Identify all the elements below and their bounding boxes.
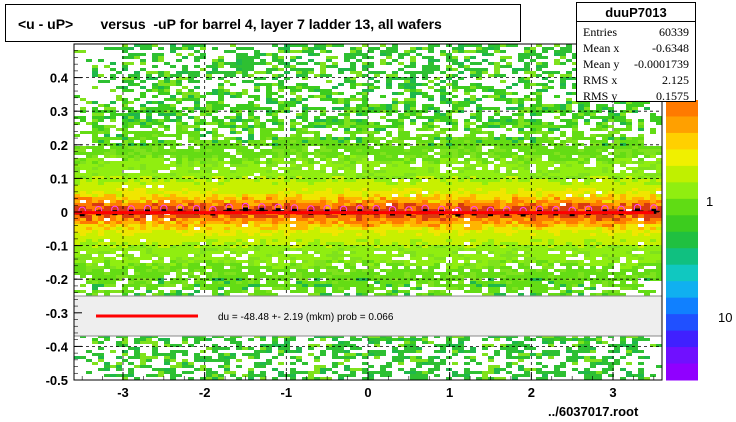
stats-row-entries: Entries 60339 — [583, 25, 689, 41]
y-tick-label: 0 — [61, 205, 68, 220]
legend-label: du = -48.48 +- 2.19 (mkm) prob = 0.066 — [218, 312, 394, 323]
x-tick-label: 0 — [364, 385, 371, 400]
y-tick-label: -0.4 — [46, 339, 69, 354]
color-scale-label: 10 — [718, 310, 732, 325]
stats-row-mean-y: Mean y -0.0001739 — [583, 57, 689, 73]
y-tick-label: 0.3 — [50, 104, 68, 119]
stats-value: -0.0001739 — [634, 57, 689, 71]
stats-key: Entries — [583, 25, 617, 39]
stats-value: 60339 — [659, 25, 689, 39]
color-palette: 1 10 — [666, 100, 732, 381]
stats-key: Mean y — [583, 57, 620, 71]
stats-row-rms-x: RMS x 2.125 — [583, 73, 689, 89]
y-tick-label: 0.1 — [50, 171, 68, 186]
y-tick-label: 0.2 — [50, 138, 68, 153]
color-scale-label: 1 — [706, 194, 713, 209]
stats-value: -0.6348 — [652, 41, 689, 55]
x-tick-label: -3 — [117, 385, 129, 400]
x-tick-label: 2 — [528, 385, 535, 400]
stats-row-mean-x: Mean x -0.6348 — [583, 41, 689, 57]
stats-row-rms-y: RMS y 0.1575 — [583, 89, 689, 105]
y-tick-label: -0.1 — [46, 239, 68, 254]
stats-name: duuP7013 — [605, 5, 667, 20]
stats-divider — [577, 21, 695, 22]
stats-box: duuP7013 Entries 60339 Mean x -0.6348 Me… — [576, 2, 696, 105]
x-tick-label: 1 — [446, 385, 453, 400]
y-tick-label: 0.4 — [50, 71, 69, 86]
file-label: ../6037017.root — [548, 404, 639, 419]
stats-value: 0.1575 — [656, 89, 689, 103]
x-tick-label: -2 — [199, 385, 211, 400]
axes: -0.5 -0.4 -0.3 -0.2 -0.1 0 0.1 0.2 0.3 0.4 -3 -2 -1 0… — [46, 43, 655, 400]
x-tick-label: 3 — [609, 385, 616, 400]
y-tick-label: -0.3 — [46, 306, 68, 321]
x-tick-label: -1 — [281, 385, 293, 400]
legend-band: du = -48.48 +- 2.19 (mkm) prob = 0.066 — [73, 295, 663, 337]
y-tick-label: -0.5 — [46, 373, 68, 388]
chart-title-box: <u - uP> versus -uP for barrel 4, layer … — [5, 4, 521, 42]
y-tick-label: -0.2 — [46, 272, 68, 287]
stats-key: RMS x — [583, 73, 618, 87]
stats-value: 2.125 — [662, 73, 689, 87]
chart-title: <u - uP> versus -uP for barrel 4, layer … — [18, 16, 442, 32]
stats-key: RMS y — [583, 89, 618, 103]
stats-key: Mean x — [583, 41, 620, 55]
